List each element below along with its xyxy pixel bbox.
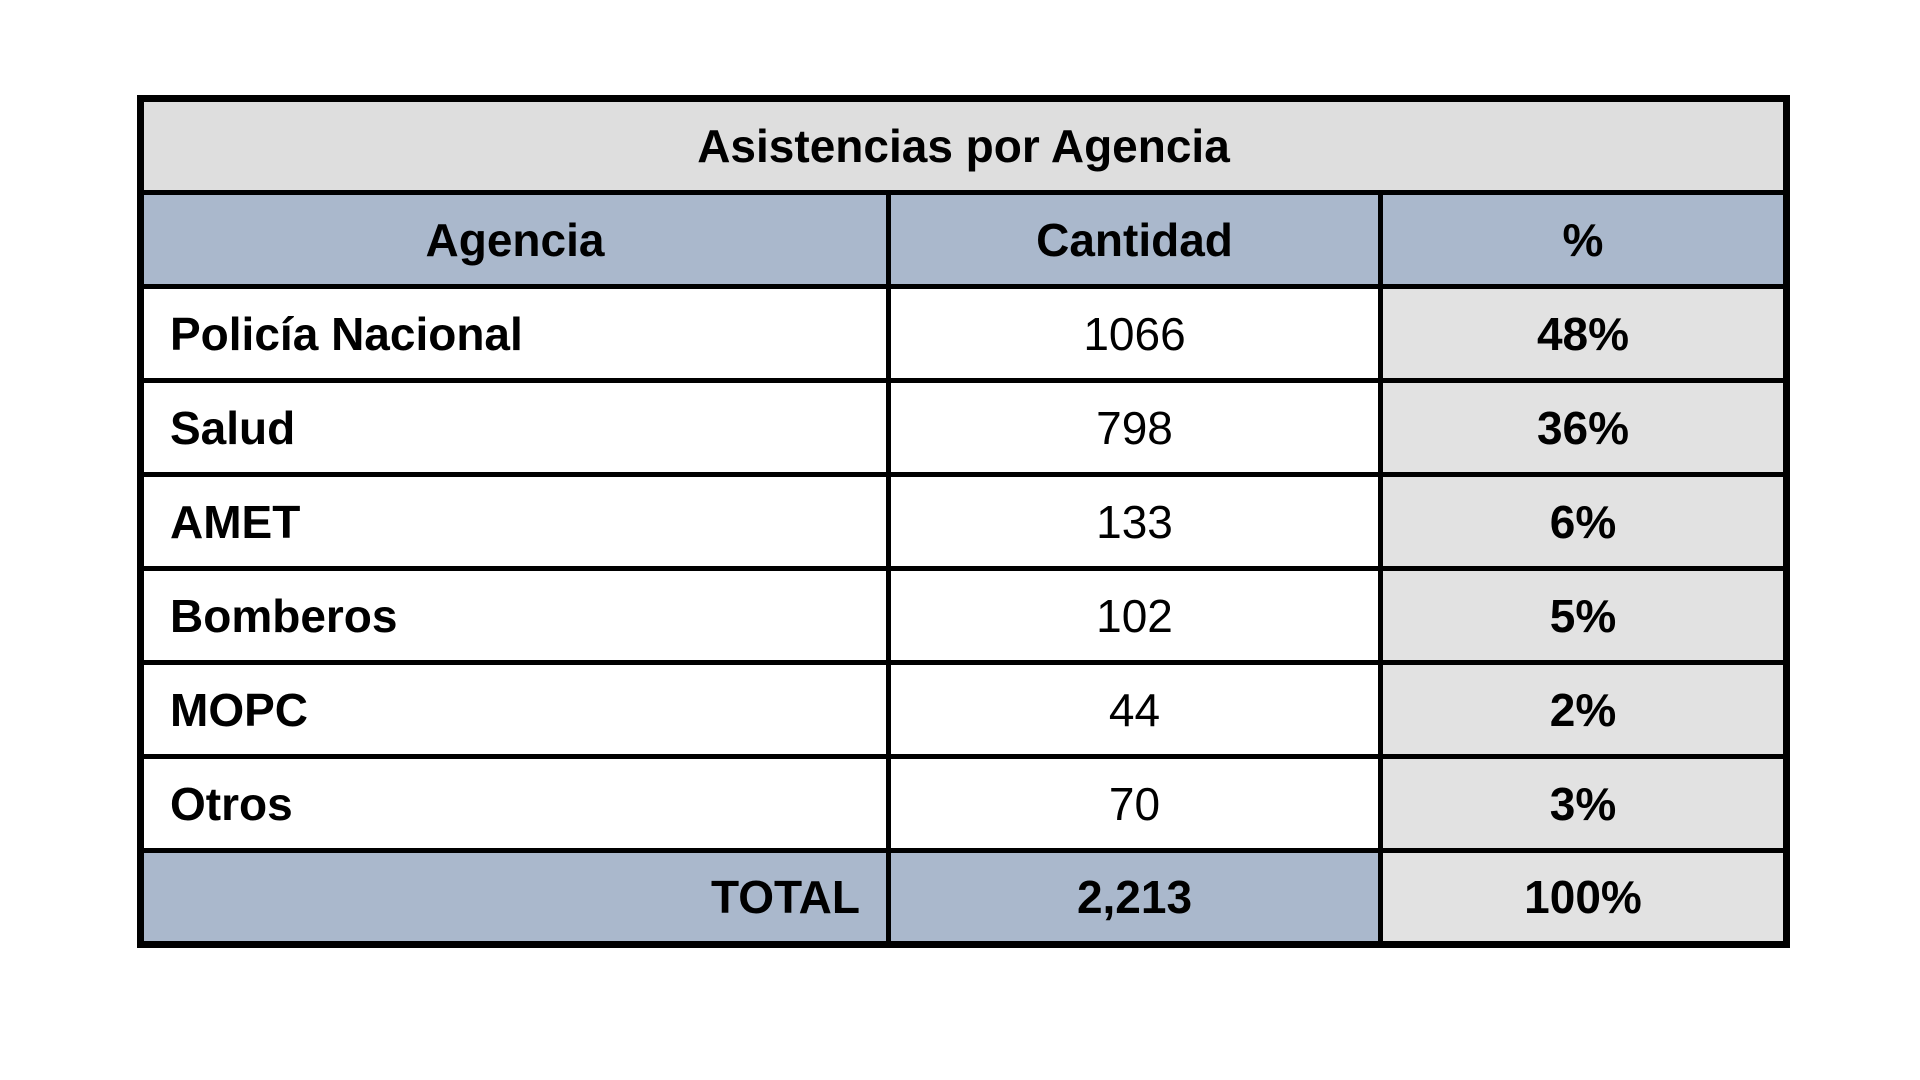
agency-name: AMET — [138, 472, 891, 571]
column-header-agencia: Agencia — [138, 190, 891, 289]
agency-percent: 48% — [1377, 284, 1790, 383]
agency-name: Bomberos — [138, 566, 891, 665]
agency-name: Salud — [138, 378, 891, 477]
agency-percent: 6% — [1377, 472, 1790, 571]
table-title: Asistencias por Agencia — [137, 96, 1790, 195]
assistance-by-agency-table: Asistencias por Agencia Agencia Cantidad… — [137, 95, 1791, 948]
agency-name: Policía Nacional — [138, 284, 891, 383]
total-percent: 100% — [1377, 848, 1790, 947]
agency-count: 798 — [886, 378, 1383, 477]
agency-name: MOPC — [138, 660, 891, 759]
agency-count: 102 — [886, 566, 1383, 665]
column-header-percent: % — [1377, 190, 1790, 289]
total-label: TOTAL — [138, 848, 891, 947]
table-title-row: Asistencias por Agencia — [137, 96, 1790, 195]
table-row: Policía Nacional 1066 48% — [138, 284, 1790, 383]
agency-percent: 2% — [1377, 660, 1790, 759]
table-row: MOPC 44 2% — [138, 660, 1790, 759]
table-row: Otros 70 3% — [138, 754, 1790, 853]
agency-count: 70 — [886, 754, 1383, 853]
agency-name: Otros — [138, 754, 891, 853]
agency-count: 1066 — [886, 284, 1383, 383]
table-total-row: TOTAL 2,213 100% — [138, 848, 1790, 947]
agency-percent: 3% — [1377, 754, 1790, 853]
table-header-row: Agencia Cantidad % — [138, 190, 1790, 289]
table-row: Bomberos 102 5% — [138, 566, 1790, 665]
column-header-cantidad: Cantidad — [886, 190, 1383, 289]
agency-percent: 36% — [1377, 378, 1790, 477]
agency-percent: 5% — [1377, 566, 1790, 665]
total-count: 2,213 — [886, 848, 1383, 947]
agency-count: 44 — [886, 660, 1383, 759]
agency-count: 133 — [886, 472, 1383, 571]
table-row: AMET 133 6% — [138, 472, 1790, 571]
table-row: Salud 798 36% — [138, 378, 1790, 477]
